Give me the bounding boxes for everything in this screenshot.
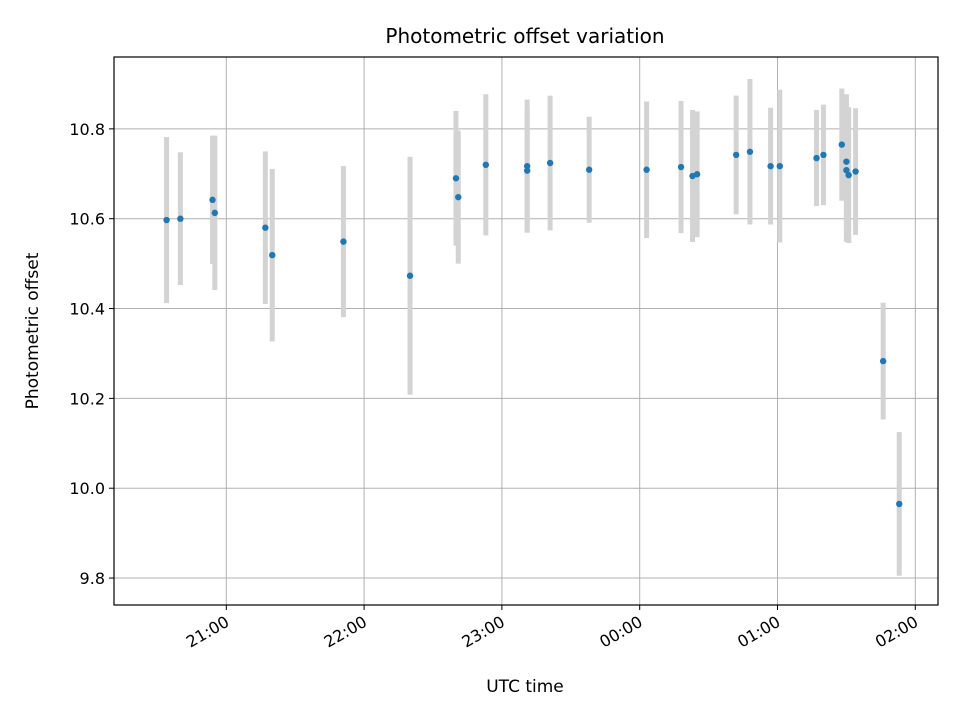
data-point	[211, 209, 219, 217]
plot-frame	[113, 56, 939, 606]
x-axis: 21:00 22:00 23:00 00:00 01:00 02:00	[183, 605, 921, 652]
data-point	[269, 251, 276, 259]
data-point	[845, 171, 852, 179]
y-tick-label: 10.0	[69, 479, 105, 498]
y-axis-title: Photometric offset	[23, 252, 43, 409]
y-tick-label: 9.8	[80, 569, 105, 588]
data-point	[585, 166, 593, 173]
data-point	[732, 151, 740, 159]
data-point	[820, 151, 827, 159]
data-point	[482, 161, 490, 169]
y-tick-label: 10.8	[69, 120, 105, 139]
data-point	[262, 224, 269, 231]
data-point	[852, 168, 859, 175]
chart-title: Photometric offset variation	[385, 24, 664, 48]
data-point	[879, 357, 887, 365]
data-point	[523, 167, 531, 174]
data-point	[546, 159, 554, 167]
x-tick-label: 00:00	[596, 612, 645, 652]
data-point	[767, 162, 774, 170]
data-point	[406, 272, 414, 279]
data-point	[177, 215, 184, 222]
data-point	[523, 162, 531, 170]
y-tick-label: 10.6	[69, 210, 105, 229]
data-point	[838, 141, 846, 148]
y-tick-label: 10.2	[69, 389, 105, 408]
x-tick-label: 01:00	[734, 612, 783, 652]
data-point	[340, 238, 347, 245]
data-point	[776, 162, 783, 170]
data-point	[896, 500, 903, 508]
x-tick-label: 23:00	[458, 612, 507, 652]
x-axis-title: UTC time	[486, 677, 564, 697]
data-point	[677, 163, 685, 171]
x-tick-label: 22:00	[321, 612, 370, 652]
data-point	[693, 171, 701, 178]
data-point	[843, 158, 850, 165]
y-tick-label: 10.4	[69, 300, 105, 319]
data-point	[746, 148, 754, 155]
data-points	[163, 141, 903, 508]
data-point	[209, 196, 216, 204]
data-point	[643, 166, 650, 173]
data-point	[452, 175, 460, 182]
x-tick-label: 02:00	[872, 612, 921, 652]
data-point	[163, 216, 170, 224]
y-axis: 9.8 10.0 10.2 10.4 10.6 10.8	[69, 120, 114, 588]
x-tick-label: 21:00	[183, 612, 232, 652]
data-point	[843, 166, 850, 174]
data-point	[813, 154, 820, 162]
data-point	[455, 193, 462, 201]
